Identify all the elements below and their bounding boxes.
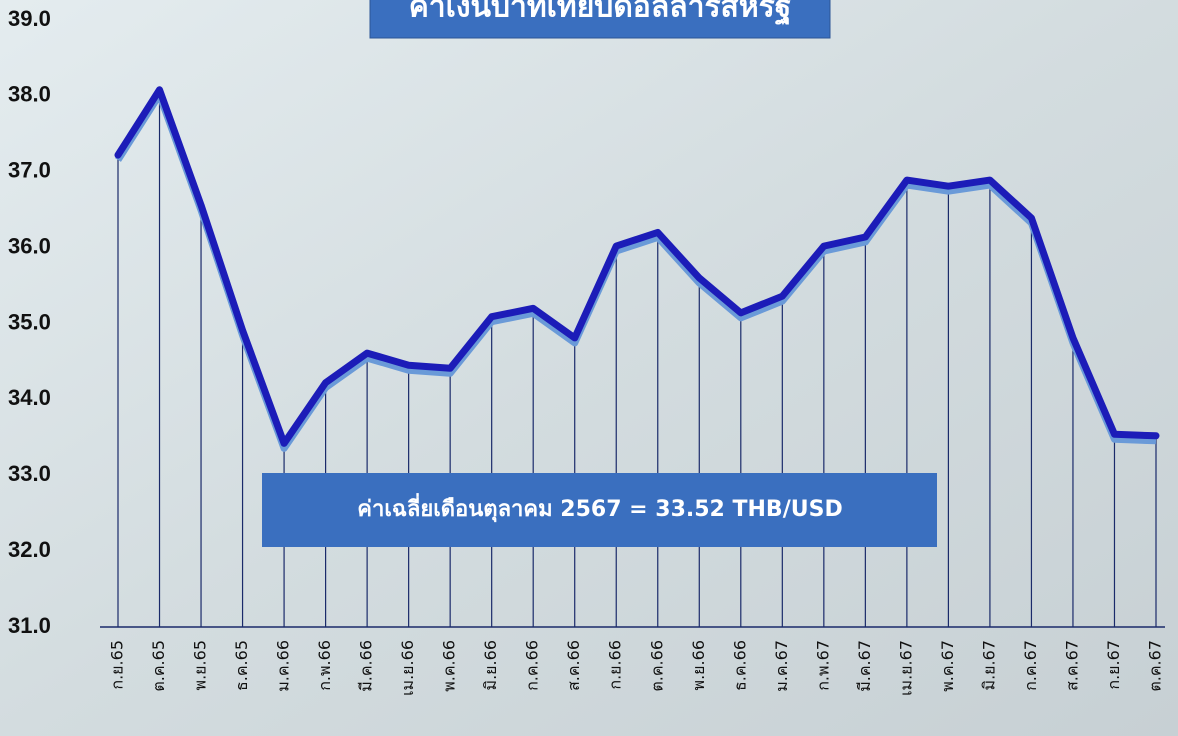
x-tick-label: พ.ย.66 [689,640,708,690]
y-tick-label: 34.0 [8,385,51,410]
y-tick-label: 33.0 [8,461,51,486]
x-tick-label: ต.ค.66 [647,640,666,692]
x-tick-label: เม.ย.67 [896,640,915,696]
y-tick-label: 36.0 [8,233,51,258]
x-tick-label: ก.พ.66 [315,640,334,691]
x-tick-label: ต.ค.65 [149,640,168,692]
y-tick-label: 31.0 [8,613,51,638]
y-tick-label: 32.0 [8,537,51,562]
x-tick-label: ก.ค.66 [523,640,542,691]
x-tick-label: พ.ย.65 [191,640,210,690]
x-tick-label: มี.ค.67 [855,640,874,692]
x-tick-label: มิ.ย.67 [979,640,998,690]
x-tick-label: ธ.ค.65 [232,640,251,691]
title-box [369,0,831,39]
x-tick-label: ธ.ค.66 [730,640,749,691]
x-tick-label: ก.ย.65 [108,640,127,690]
chart-title: ค่าเงินบาทเทียบดอลลาร์สหรัฐ [409,0,792,27]
x-tick-label: ม.ค.67 [772,640,791,692]
x-tick-label: ม.ค.66 [274,640,293,692]
x-tick-label: ก.พ.67 [813,640,832,691]
x-tick-label: ก.ค.67 [1021,640,1040,691]
x-tick-label: พ.ค.66 [440,640,459,692]
y-tick-label: 39.0 [8,6,51,31]
y-tick-label: 35.0 [8,309,51,334]
x-tick-label: ส.ค.66 [564,640,583,691]
x-tick-label: ก.ย.67 [1104,640,1123,690]
x-tick-label: ก.ย.66 [606,640,625,690]
x-tick-label: ต.ค.67 [1146,640,1165,692]
y-tick-label: 38.0 [8,82,51,107]
x-tick-label: มิ.ย.66 [481,640,500,690]
x-tick-label: เม.ย.66 [398,640,417,696]
y-tick-label: 37.0 [8,158,51,183]
x-tick-label: พ.ค.67 [938,640,957,692]
line [114,86,1160,447]
x-tick-label: ส.ค.67 [1062,640,1081,691]
x-tick-label: มี.ค.66 [357,640,376,692]
annotation-box [262,473,937,547]
annotation: ค่าเฉลี่ยเดือนตุลาคม 2567 = 33.52 THB/US… [357,492,842,523]
